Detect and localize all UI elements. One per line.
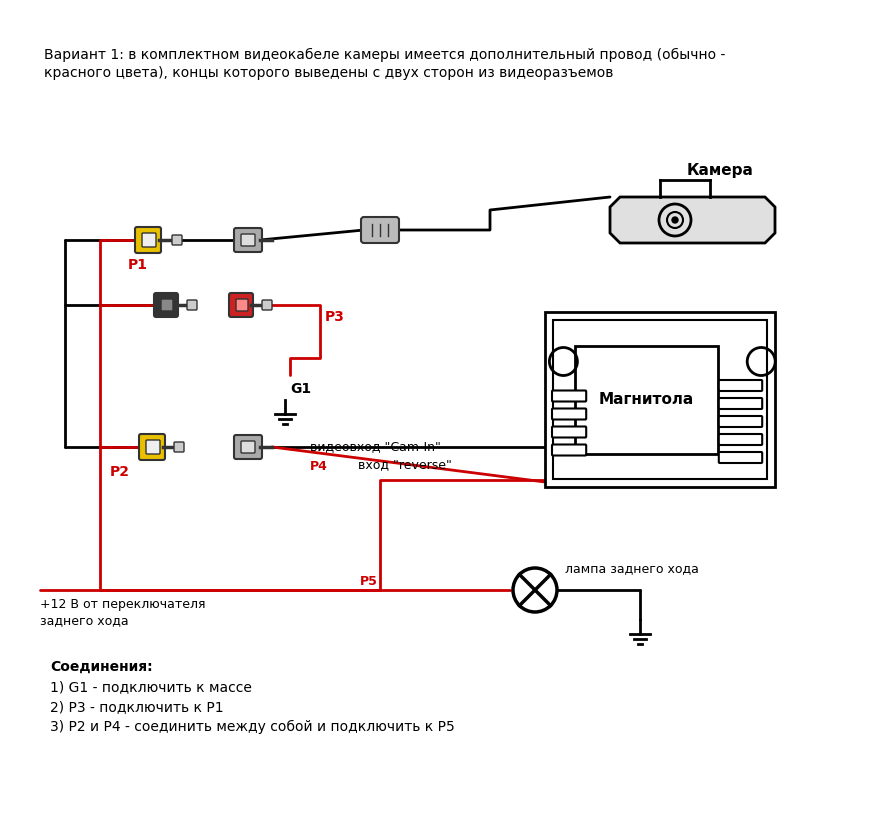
FancyBboxPatch shape (229, 293, 253, 317)
FancyBboxPatch shape (142, 233, 156, 247)
FancyBboxPatch shape (553, 320, 767, 479)
FancyBboxPatch shape (719, 416, 762, 427)
FancyBboxPatch shape (161, 299, 173, 311)
Text: видеовход "Cam-In": видеовход "Cam-In" (310, 440, 441, 453)
Circle shape (672, 217, 678, 223)
Text: 2) Р3 - подключить к Р1: 2) Р3 - подключить к Р1 (50, 700, 224, 714)
FancyBboxPatch shape (139, 434, 165, 460)
FancyBboxPatch shape (719, 452, 762, 463)
Text: Соединения:: Соединения: (50, 660, 153, 674)
FancyBboxPatch shape (234, 435, 262, 459)
FancyBboxPatch shape (262, 300, 272, 310)
Text: P4: P4 (310, 460, 328, 473)
FancyBboxPatch shape (552, 444, 586, 456)
FancyBboxPatch shape (154, 293, 178, 317)
Text: P5: P5 (360, 575, 377, 588)
FancyBboxPatch shape (174, 442, 184, 452)
FancyBboxPatch shape (234, 228, 262, 252)
FancyBboxPatch shape (552, 391, 586, 401)
Text: Магнитола: Магнитола (598, 392, 694, 407)
FancyBboxPatch shape (241, 441, 255, 453)
FancyBboxPatch shape (719, 434, 762, 445)
FancyBboxPatch shape (552, 409, 586, 420)
Text: Камера: Камера (687, 163, 753, 178)
FancyBboxPatch shape (719, 398, 762, 409)
FancyBboxPatch shape (241, 234, 255, 246)
Text: красного цвета), концы которого выведены с двух сторон из видеоразъемов: красного цвета), концы которого выведены… (44, 66, 613, 80)
Text: вход "reverse": вход "reverse" (358, 458, 452, 471)
FancyBboxPatch shape (552, 426, 586, 438)
FancyBboxPatch shape (172, 235, 182, 245)
FancyBboxPatch shape (187, 300, 197, 310)
FancyBboxPatch shape (361, 217, 399, 243)
FancyBboxPatch shape (719, 380, 762, 391)
Text: лампа заднего хода: лампа заднего хода (565, 562, 699, 575)
Text: 3) Р2 и Р4 - соединить между собой и подключить к Р5: 3) Р2 и Р4 - соединить между собой и под… (50, 720, 454, 734)
FancyBboxPatch shape (575, 346, 718, 454)
Text: P2: P2 (110, 465, 130, 479)
Polygon shape (610, 197, 775, 243)
Text: G1: G1 (290, 382, 311, 396)
FancyBboxPatch shape (135, 227, 161, 253)
FancyBboxPatch shape (146, 440, 160, 454)
Text: +12 В от переключателя: +12 В от переключателя (40, 598, 205, 611)
Text: 1) G1 - подключить к массе: 1) G1 - подключить к массе (50, 680, 252, 694)
FancyBboxPatch shape (236, 299, 248, 311)
Text: Вариант 1: в комплектном видеокабеле камеры имеется дополнительный провод (обычн: Вариант 1: в комплектном видеокабеле кам… (44, 48, 726, 62)
Text: P1: P1 (128, 258, 148, 272)
FancyBboxPatch shape (545, 313, 775, 488)
Text: заднего хода: заднего хода (40, 614, 129, 627)
Text: P3: P3 (325, 310, 345, 324)
